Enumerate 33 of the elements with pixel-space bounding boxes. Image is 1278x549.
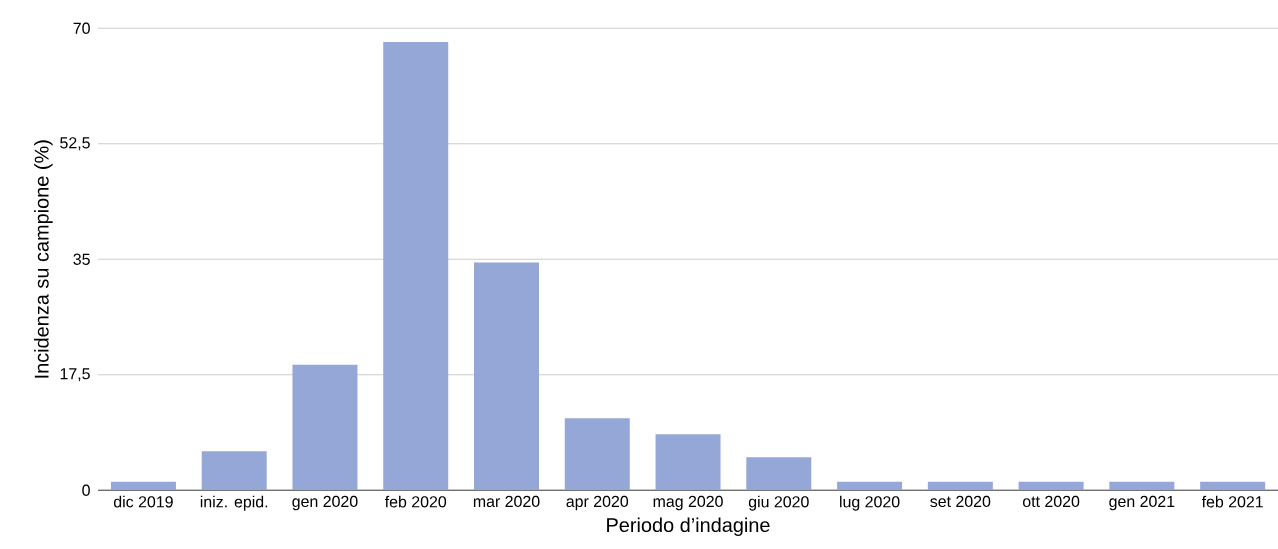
- bar: [383, 42, 449, 491]
- x-tick-label: dic 2019: [113, 495, 173, 508]
- x-tick-label: feb 2020: [384, 495, 447, 508]
- bar: [746, 457, 812, 491]
- bar: [474, 262, 539, 491]
- x-tick-label: set 2020: [930, 495, 991, 508]
- bar: [564, 418, 630, 491]
- y-tick-label: 52,5: [60, 137, 90, 151]
- x-tick-label: iniz. epid.: [200, 495, 268, 511]
- bar: [927, 481, 993, 491]
- x-tick-label: mag 2020: [653, 495, 723, 511]
- bar: [655, 434, 721, 491]
- y-tick-label: 17,5: [60, 368, 90, 382]
- bar: [201, 451, 267, 491]
- x-tick-label: gen 2020: [292, 495, 358, 511]
- x-tick-label: feb 2021: [1201, 495, 1263, 508]
- x-tick-label: ott 2020: [1022, 495, 1080, 508]
- x-tick-label: gen 2021: [1109, 495, 1175, 511]
- x-tick-label: mar 2020: [473, 495, 540, 508]
- bar: [1200, 481, 1266, 491]
- bar: [837, 481, 903, 491]
- y-tick-label: 0: [82, 484, 90, 496]
- x-tick-label: giu 2020: [748, 495, 809, 511]
- bar: [292, 364, 358, 491]
- x-axis-title: Periodo d’indagine: [607, 517, 770, 537]
- x-tick-label: lug 2020: [840, 495, 900, 511]
- y-tick-label: 70: [73, 22, 90, 34]
- bar: [1018, 481, 1084, 491]
- y-axis-title: Incidenza su campione (%): [34, 140, 53, 378]
- y-tick-label: 35: [73, 253, 90, 265]
- x-tick-label: apr 2020: [566, 495, 629, 511]
- bar: [1109, 481, 1175, 491]
- bar: [110, 481, 176, 491]
